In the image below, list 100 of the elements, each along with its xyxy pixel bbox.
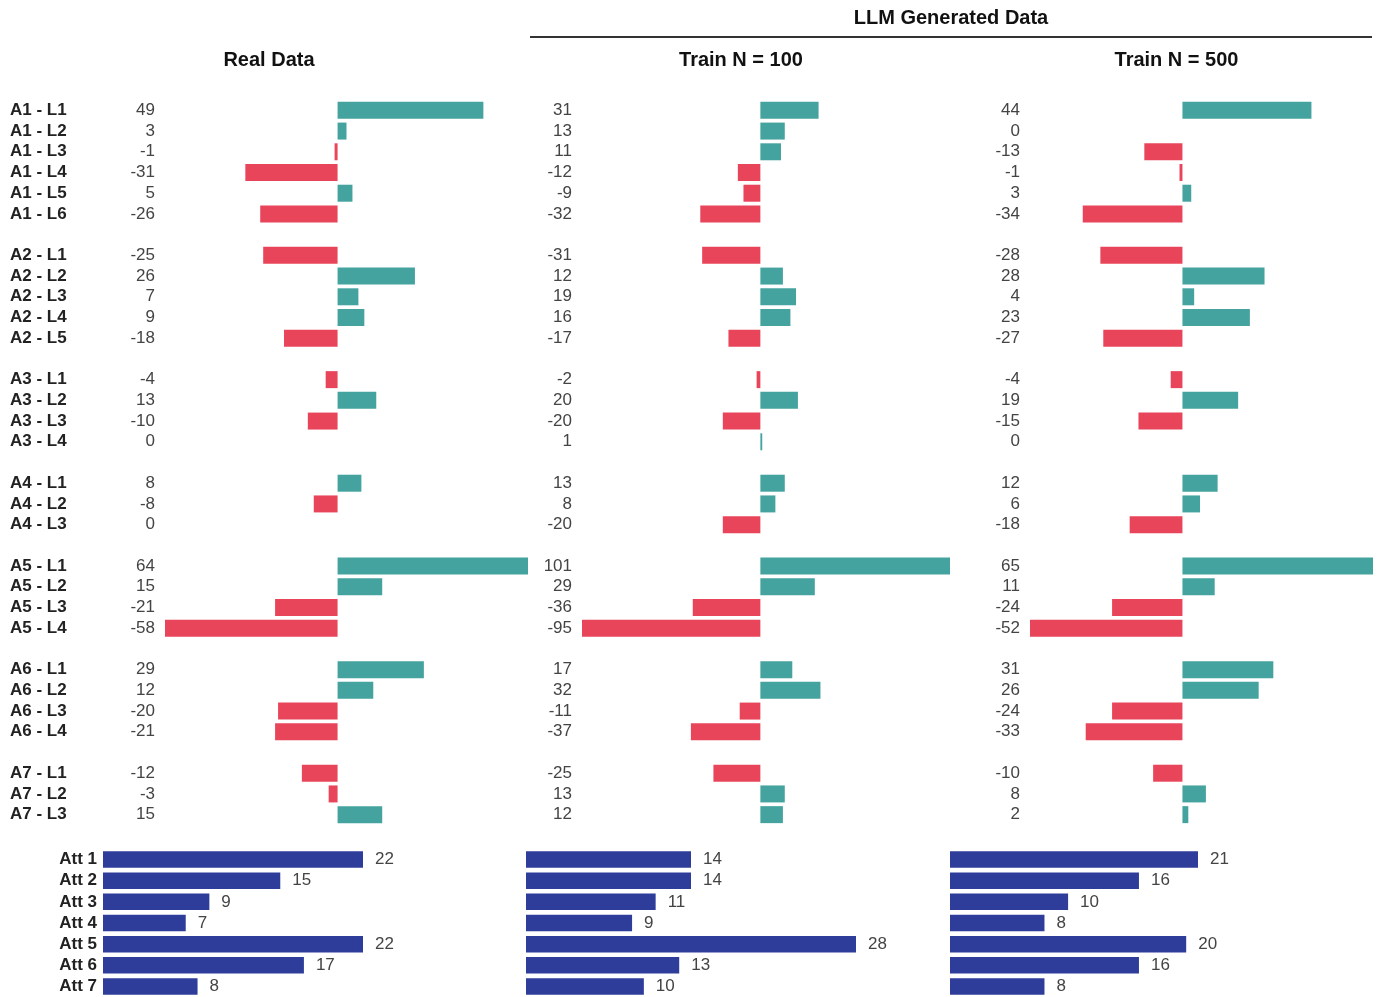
data-label: 8: [145, 472, 155, 492]
data-label: -26: [130, 203, 155, 223]
data-label: 10: [1080, 891, 1100, 911]
bar: [950, 935, 1187, 953]
bar: [1182, 309, 1250, 326]
y-tick-label: Att 2: [59, 870, 97, 890]
data-label: -10: [995, 762, 1020, 782]
y-tick-label: A4 - L3: [10, 514, 67, 534]
bar: [263, 246, 338, 264]
data-label: -2: [556, 369, 572, 389]
bar: [103, 914, 186, 932]
data-label: 13: [553, 472, 572, 492]
y-tick-label: A3 - L4: [10, 431, 68, 451]
data-label: 1: [562, 431, 572, 451]
data-label: -31: [130, 162, 155, 182]
bar: [950, 893, 1069, 911]
bar: [722, 516, 761, 534]
y-tick-label: A3 - L2: [10, 390, 67, 410]
bar: [337, 184, 353, 202]
y-tick-label: A2 - L4: [10, 307, 68, 327]
bar: [1112, 702, 1183, 720]
bar: [1182, 785, 1206, 803]
bar: [103, 978, 198, 995]
y-tick-label: Att 1: [59, 849, 97, 869]
bar: [1182, 578, 1215, 596]
chart-title: Real Data: [223, 47, 316, 70]
data-label: 4: [1010, 286, 1020, 306]
data-label: 29: [136, 659, 155, 679]
data-label: 15: [136, 576, 155, 596]
bar: [1182, 101, 1312, 119]
bar: [700, 205, 761, 223]
y-tick-label: A4 - L2: [10, 493, 67, 513]
y-tick-label: A7 - L2: [10, 783, 67, 803]
bar: [760, 391, 798, 409]
y-tick-label: A6 - L3: [10, 700, 67, 720]
data-label: -36: [547, 597, 572, 617]
bar: [307, 412, 338, 430]
bar: [739, 702, 761, 720]
bar: [337, 578, 383, 596]
data-label: 8: [1056, 976, 1066, 996]
bar: [1085, 723, 1183, 741]
data-label: 26: [136, 265, 155, 285]
bar: [1182, 681, 1259, 699]
bar: [245, 164, 338, 181]
data-label: -31: [547, 245, 572, 265]
bar: [760, 267, 783, 285]
data-label: 16: [1150, 954, 1170, 974]
data-label: -11: [548, 700, 572, 720]
data-label: 13: [553, 783, 572, 803]
bar: [526, 978, 644, 995]
bar: [526, 935, 856, 953]
y-tick-label: A1 - L6: [10, 203, 67, 223]
data-label: -15: [995, 410, 1020, 430]
data-label: 12: [136, 680, 155, 700]
y-tick-label: Att 7: [59, 976, 97, 996]
data-label: 8: [1010, 783, 1020, 803]
data-label: -13: [995, 141, 1020, 161]
data-label: -25: [130, 245, 155, 265]
bar: [103, 957, 304, 974]
bar: [950, 914, 1045, 932]
data-label: -18: [995, 514, 1020, 534]
data-label: 17: [553, 659, 572, 679]
data-label: 7: [197, 912, 208, 932]
bar: [743, 184, 761, 202]
bar: [722, 412, 761, 430]
y-tick-label: A1 - L3: [10, 141, 67, 161]
bar: [737, 164, 761, 181]
bar: [103, 935, 363, 953]
data-label: 0: [1010, 431, 1020, 451]
bar: [278, 702, 338, 720]
data-label: 32: [553, 680, 572, 700]
y-tick-label: Att 6: [59, 954, 97, 974]
data-label: -12: [130, 762, 155, 782]
bar: [337, 122, 347, 140]
data-label: 22: [375, 849, 394, 869]
data-label: 12: [1001, 472, 1020, 492]
y-tick-label: A1 - L5: [10, 182, 67, 202]
data-label: -24: [995, 597, 1020, 617]
data-label: -18: [130, 327, 155, 347]
bar: [760, 806, 783, 824]
bar: [337, 806, 383, 824]
data-label: 22: [375, 933, 394, 953]
bar: [103, 872, 281, 889]
y-tick-label: A2 - L3: [10, 286, 67, 306]
data-label: 11: [554, 141, 572, 161]
bar: [950, 957, 1139, 974]
y-tick-label: A2 - L1: [10, 245, 67, 265]
bar: [702, 246, 761, 264]
data-label: -20: [130, 700, 155, 720]
data-label: 19: [553, 286, 572, 306]
bar: [313, 495, 338, 513]
bar: [760, 557, 950, 575]
data-label: -3: [139, 783, 155, 803]
bar: [337, 391, 377, 409]
data-label: -21: [130, 721, 155, 741]
data-label: 23: [1001, 307, 1020, 327]
y-tick-label: A2 - L5: [10, 327, 67, 347]
data-label: -10: [130, 410, 155, 430]
data-label: 3: [145, 120, 155, 140]
y-tick-label: A3 - L1: [10, 369, 67, 389]
